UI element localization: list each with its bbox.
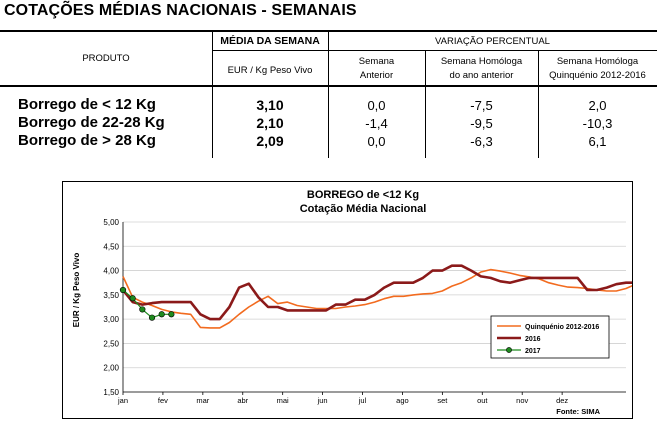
header-media: MÉDIA DA SEMANA <box>220 35 320 47</box>
x-tick-label: ago <box>396 396 409 405</box>
chart-title: BORREGO de <12 Kg <box>307 189 419 201</box>
x-tick-label: abr <box>237 396 248 405</box>
row-media: 3,10 <box>256 97 284 113</box>
row-sem-ant: 0,0 <box>367 134 386 149</box>
header-hom-quin-2: Quinquénio 2012-2016 <box>549 70 646 81</box>
row-media: 2,09 <box>256 133 284 149</box>
header-hom-ano-2: do ano anterior <box>449 70 514 81</box>
chart-ylabel: EUR / Kg Peso Vivo <box>72 253 81 328</box>
series-point <box>168 311 175 318</box>
series-point <box>148 314 156 321</box>
row-hom-ano: -9,5 <box>470 116 493 131</box>
x-tick-label: jun <box>317 396 328 405</box>
row-produto: Borrego de > 28 Kg <box>18 132 156 149</box>
row-produto: Borrego de 22-28 Kg <box>18 114 165 131</box>
header-variacao: VARIAÇÃO PERCENTUAL <box>435 36 550 47</box>
series-point <box>158 311 165 318</box>
series-point <box>139 306 146 313</box>
table-vrule-4 <box>538 50 539 158</box>
header-sem-ant-1: Semana <box>358 56 395 67</box>
y-tick-label: 4,00 <box>103 267 119 276</box>
y-tick-label: 3,00 <box>103 315 119 324</box>
chart-source: Fonte: SIMA <box>556 407 600 416</box>
y-tick-label: 1,50 <box>103 388 119 397</box>
table-vrule-2 <box>328 30 329 158</box>
header-hom-quin-1: Semana Homóloga <box>556 56 639 67</box>
chart-subtitle: Cotação Média Nacional <box>300 203 427 215</box>
row-produto: Borrego de < 12 Kg <box>18 96 156 113</box>
table-vrule-1 <box>212 30 213 158</box>
row-hom-ano: -6,3 <box>470 134 493 149</box>
row-hom-ano: -7,5 <box>470 98 493 113</box>
y-tick-label: 4,50 <box>103 242 119 251</box>
row-media: 2,10 <box>256 115 284 131</box>
series-point <box>119 286 127 294</box>
y-tick-label: 3,50 <box>103 291 119 300</box>
x-tick-label: mai <box>277 396 289 405</box>
header-hom-ano-1: Semana Homóloga <box>440 56 523 67</box>
x-tick-label: out <box>477 396 488 405</box>
row-hom-quin: 6,1 <box>588 134 607 149</box>
row-sem-ant: 0,0 <box>367 98 386 113</box>
media-underline <box>212 50 328 51</box>
row-sem-ant: -1,4 <box>365 116 388 131</box>
x-tick-label: mar <box>196 396 209 405</box>
y-tick-label: 2,00 <box>103 364 119 373</box>
row-hom-quin: -10,3 <box>582 116 613 131</box>
legend-marker <box>506 347 512 353</box>
row-hom-quin: 2,0 <box>588 98 607 113</box>
header-media-unit: EUR / Kg Peso Vivo <box>227 65 313 76</box>
x-tick-label: jul <box>358 396 367 405</box>
series-line-2016 <box>121 264 657 321</box>
price-chart: BORREGO de <12 Kg Cotação Média Nacional… <box>72 189 657 416</box>
x-tick-label: set <box>437 396 448 405</box>
legend-label: 2016 <box>525 336 541 343</box>
x-tick-label: nov <box>516 396 528 405</box>
x-tick-label: fev <box>158 396 168 405</box>
legend-label: 2017 <box>525 348 541 355</box>
legend-label: Quinquénio 2012-2016 <box>525 324 599 331</box>
y-tick-label: 5,00 <box>103 218 119 227</box>
x-tick-label: dez <box>556 396 568 405</box>
chart-frame: BORREGO de <12 Kg Cotação Média Nacional… <box>62 181 657 419</box>
table-header-mid-rule <box>328 50 657 51</box>
table-vrule-3 <box>425 50 426 158</box>
page-title: COTAÇÕES MÉDIAS NACIONAIS - SEMANAIS <box>4 2 357 19</box>
header-produto: PRODUTO <box>82 53 130 64</box>
x-tick-label: jan <box>117 396 128 405</box>
series-point <box>129 295 136 302</box>
y-tick-label: 2,50 <box>103 339 119 348</box>
header-sem-ant-2: Anterior <box>359 70 394 81</box>
price-table: PRODUTO MÉDIA DA SEMANA EUR / Kg Peso Vi… <box>0 30 657 160</box>
